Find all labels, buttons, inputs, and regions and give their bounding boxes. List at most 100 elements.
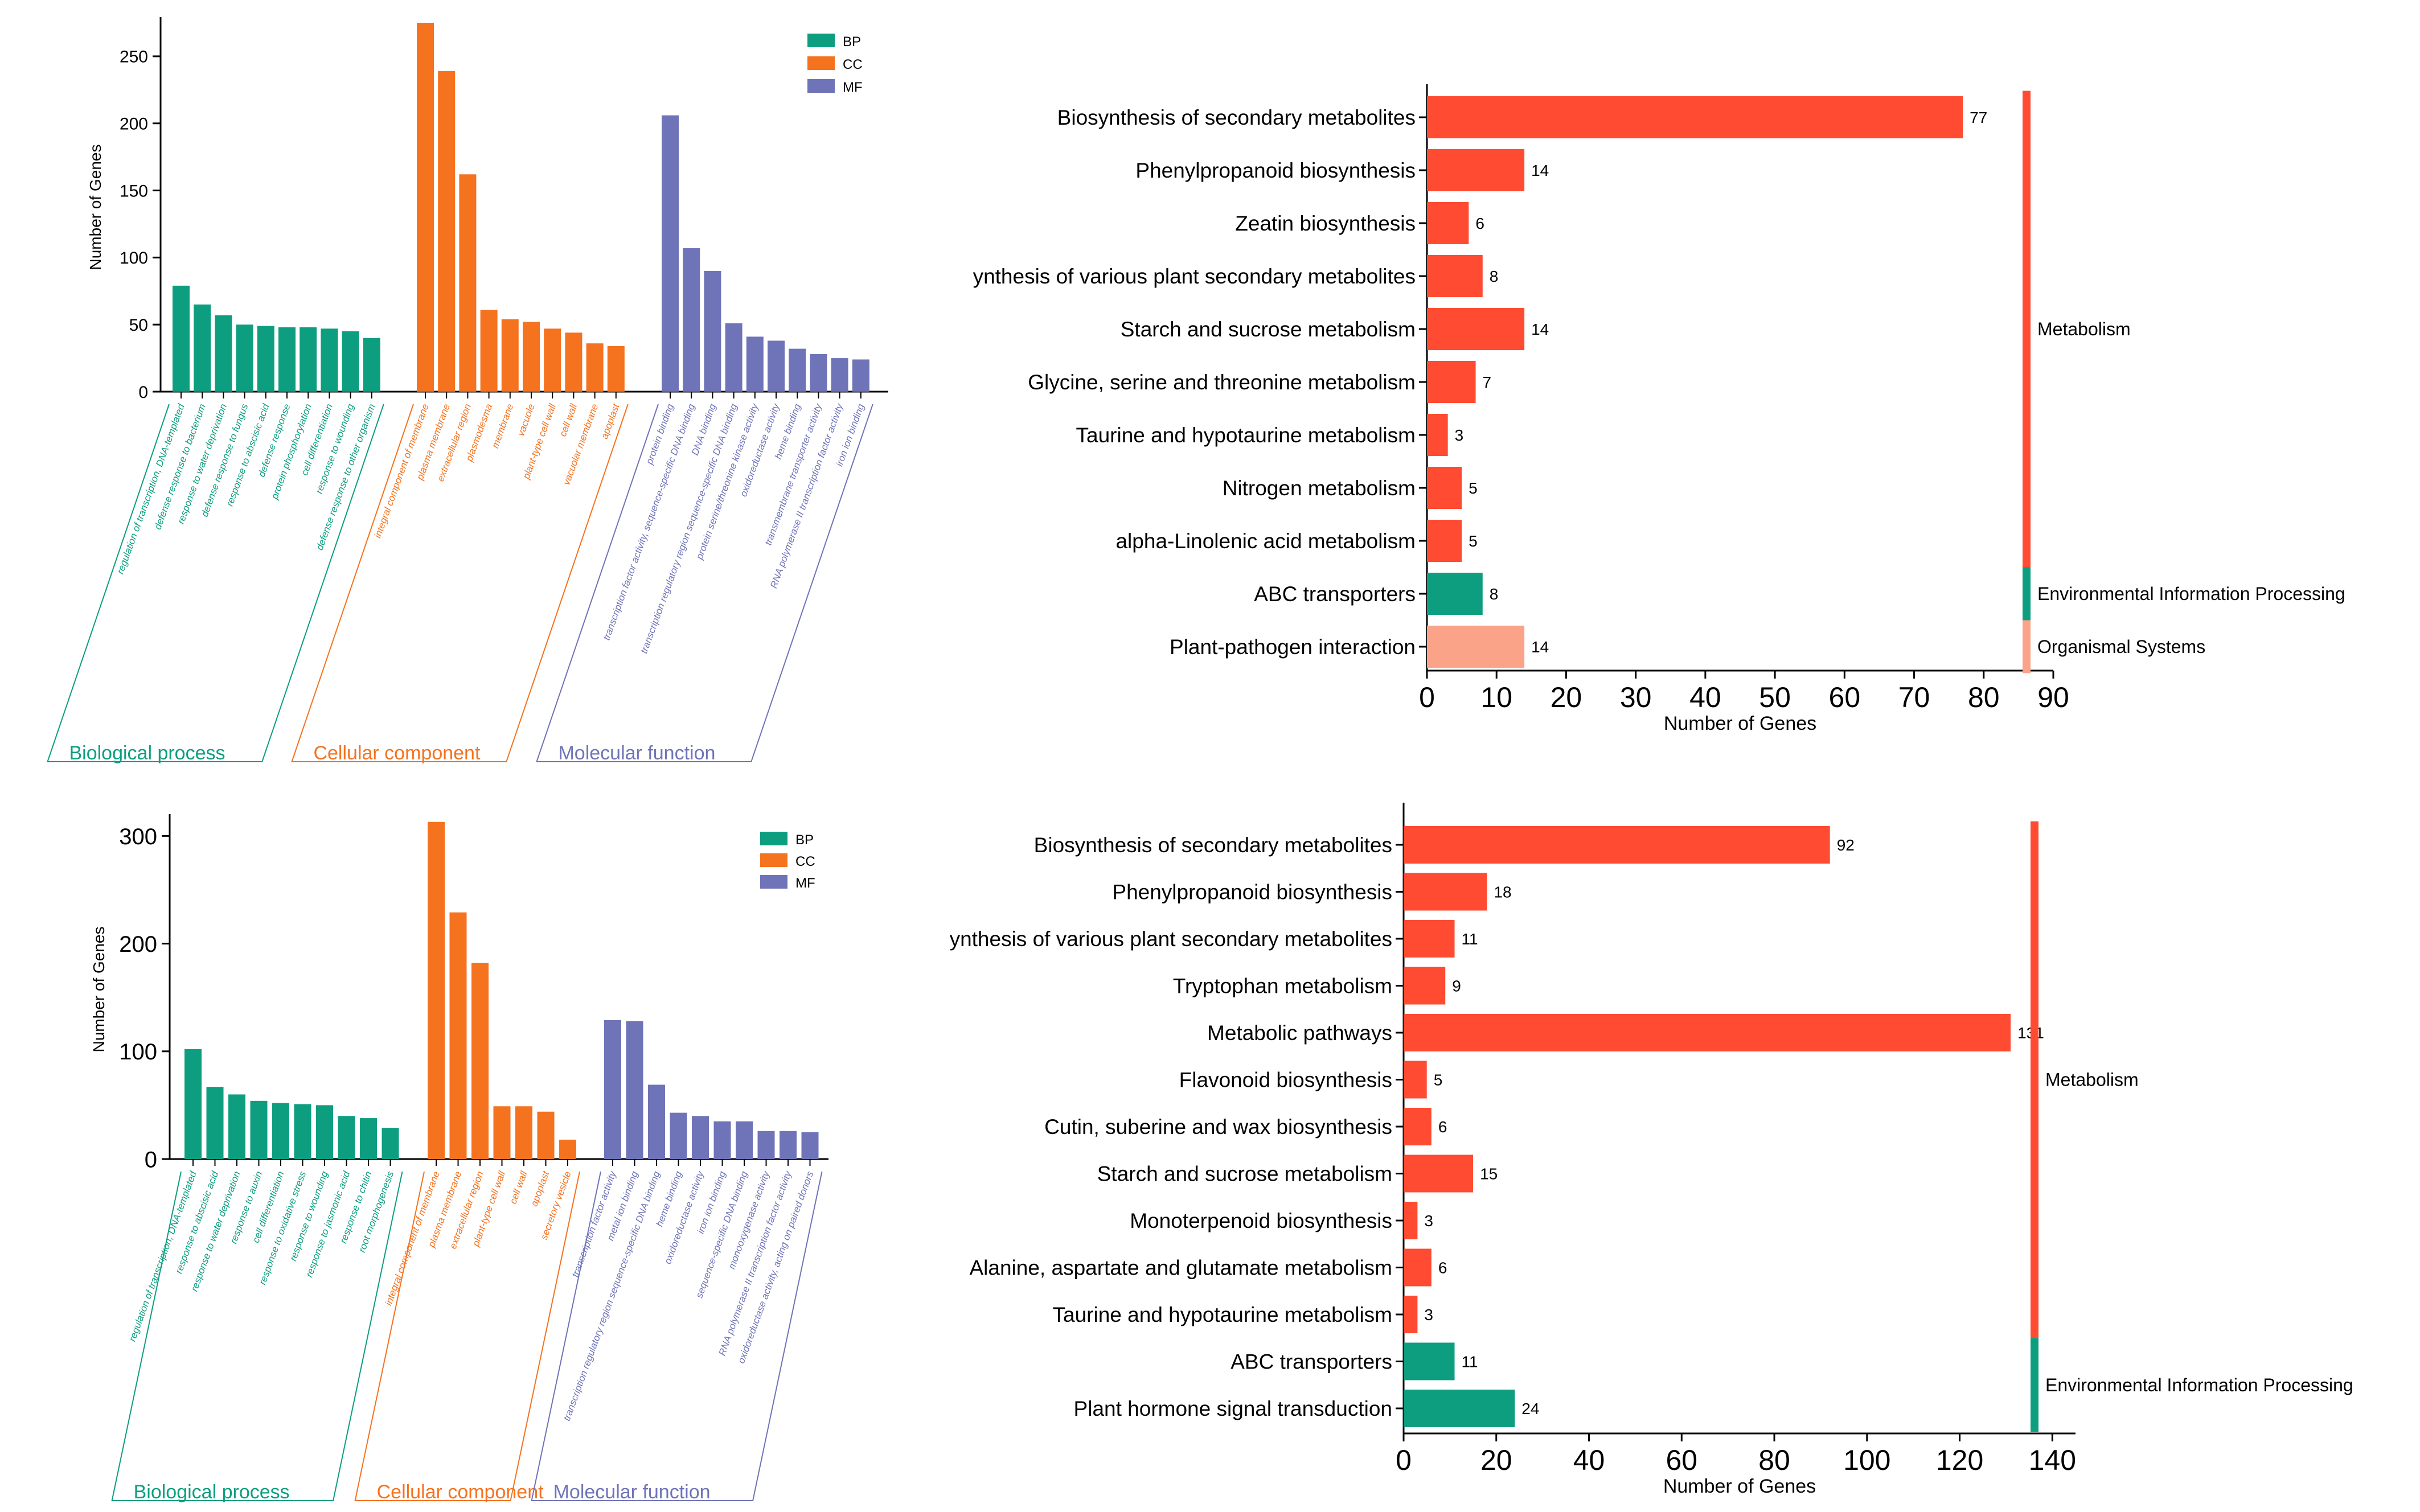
bar-cc-plant-type-cell-wall bbox=[493, 1106, 511, 1159]
y-tick-label: 100 bbox=[120, 249, 148, 268]
category-label: apoplast bbox=[528, 1169, 551, 1208]
bar-cc-secretory-vesicle bbox=[559, 1139, 576, 1159]
category-label: ABC transporters bbox=[1254, 582, 1416, 606]
bar-mf-iron-ion-binding bbox=[852, 359, 869, 392]
group-label-bp: Biological process bbox=[69, 742, 225, 764]
bar-zeatin-biosynthesis bbox=[1427, 202, 1469, 244]
category-label: Phenylpropanoid biosynthesis bbox=[1112, 881, 1392, 904]
bar-bp-root-morphogenesis bbox=[382, 1128, 399, 1159]
group-label-mf: Molecular function bbox=[558, 742, 715, 764]
x-tick-label: 140 bbox=[2029, 1444, 2076, 1476]
bar-cc-membrane bbox=[501, 319, 519, 392]
bar-cc-plasma-membrane bbox=[449, 912, 467, 1159]
bar-cutin-suberine-and-wax-biosynthesis bbox=[1404, 1108, 1432, 1145]
group-bracket-bp bbox=[47, 404, 384, 762]
bar-ynthesis-of-various-plant-secondary-metabolites bbox=[1427, 255, 1483, 297]
bar-cc-vacuolar-membrane bbox=[586, 343, 604, 392]
group-bracket-mf bbox=[531, 1171, 823, 1501]
group-label-bp: Biological process bbox=[134, 1481, 290, 1503]
category-label: transcription factor activity, sequence-… bbox=[601, 402, 698, 642]
bar-cc-extracellular-region bbox=[459, 174, 477, 392]
y-tick-label: 150 bbox=[120, 182, 148, 200]
x-tick-label: 70 bbox=[1898, 681, 1930, 713]
bar-mf-sequence-specific-dna-binding bbox=[736, 1121, 753, 1159]
value-label: 8 bbox=[1490, 268, 1499, 285]
bar-bp-protein-phosphorylation bbox=[300, 327, 317, 392]
class-label-environmental-information-processing: Environmental Information Processing bbox=[2045, 1375, 2353, 1395]
bar-ynthesis-of-various-plant-secondary-metabolites bbox=[1404, 920, 1455, 958]
bar-cc-integral-component-of-membrane bbox=[428, 821, 445, 1159]
bar-mf-heme-binding bbox=[789, 348, 806, 392]
category-label: transcription regulatory region sequence… bbox=[561, 1169, 662, 1422]
value-label: 8 bbox=[1490, 585, 1499, 603]
y-tick-label: 0 bbox=[145, 1147, 157, 1172]
bar-mf-dna-binding bbox=[704, 270, 721, 392]
legend-label-cc: CC bbox=[795, 854, 815, 869]
bar-glycine-serine-and-threonine-metabolism bbox=[1427, 361, 1476, 403]
category-label: Cutin, suberine and wax biosynthesis bbox=[1044, 1115, 1392, 1139]
bar-bp-response-to-abscisic-acid bbox=[206, 1087, 224, 1159]
bar-bp-response-to-chitin bbox=[360, 1118, 377, 1159]
y-axis-title: Number of Genes bbox=[90, 927, 108, 1053]
legend-swatch-bp bbox=[760, 832, 787, 845]
bar-plant-hormone-signal-transduction bbox=[1404, 1390, 1515, 1427]
class-label-metabolism: Metabolism bbox=[2045, 1070, 2139, 1090]
class-bar-metabolism bbox=[2023, 91, 2031, 568]
bar-mf-metal-ion-binding bbox=[626, 1021, 643, 1159]
bar-cc-extracellular-region bbox=[471, 963, 489, 1159]
bar-bp-cell-differentiation bbox=[272, 1103, 289, 1159]
legend-swatch-mf bbox=[807, 79, 835, 93]
bar-bp-response-to-water-deprivation bbox=[228, 1094, 245, 1159]
x-tick-label: 40 bbox=[1573, 1444, 1605, 1476]
bar-tryptophan-metabolism bbox=[1404, 967, 1446, 1005]
category-label: Biosynthesis of secondary metabolites bbox=[1034, 833, 1392, 857]
value-label: 6 bbox=[1438, 1118, 1447, 1136]
value-label: 5 bbox=[1469, 532, 1478, 550]
bar-mf-transcription-regulatory-region-sequence-specific-dna-binding bbox=[648, 1084, 665, 1159]
bar-bp-regulation-of-transcription-dna-templated bbox=[184, 1049, 202, 1159]
value-label: 14 bbox=[1531, 162, 1549, 179]
bar-mf-transcription-factor-activity-sequence-specific-dna-binding bbox=[683, 248, 700, 392]
bar-phenylpropanoid-biosynthesis bbox=[1404, 873, 1487, 911]
bar-plant-pathogen-interaction bbox=[1427, 626, 1525, 668]
class-label-environmental-information-processing: Environmental Information Processing bbox=[2037, 584, 2345, 604]
category-label: ynthesis of various plant secondary meta… bbox=[973, 265, 1416, 288]
category-label: Plant hormone signal transduction bbox=[1074, 1397, 1392, 1420]
category-label: Biosynthesis of secondary metabolites bbox=[1057, 106, 1416, 129]
category-label: Taurine and hypotaurine metabolism bbox=[1076, 424, 1416, 447]
bar-bp-response-to-auxin bbox=[250, 1100, 268, 1159]
group-bracket-mf bbox=[536, 404, 873, 762]
category-label: Monoterpenoid biosynthesis bbox=[1130, 1209, 1392, 1232]
bar-abc-transporters bbox=[1404, 1342, 1455, 1380]
legend-label-bp: BP bbox=[843, 34, 861, 50]
bar-mf-transcription-regulatory-region-sequence-specific-dna-binding bbox=[725, 323, 743, 392]
bar-mf-oxidoreductase-activity bbox=[692, 1116, 709, 1159]
legend-swatch-mf bbox=[760, 875, 787, 889]
bar-bp-response-to-wounding bbox=[342, 331, 359, 392]
value-label: 7 bbox=[1483, 373, 1492, 391]
bar-mf-rna-polymerase-ii-transcription-factor-activity bbox=[831, 358, 848, 392]
bar-mf-protein-binding bbox=[662, 115, 679, 392]
legend-label-cc: CC bbox=[843, 57, 863, 72]
bar-cc-apoplast bbox=[537, 1111, 555, 1159]
bar-cc-vacuole bbox=[523, 322, 540, 392]
category-label: Zeatin biosynthesis bbox=[1235, 212, 1416, 235]
bar-mf-transmembrane-transporter-activity bbox=[810, 354, 827, 392]
category-label: Nitrogen metabolism bbox=[1223, 476, 1416, 500]
category-label: Glycine, serine and threonine metabolism bbox=[1028, 371, 1416, 394]
panel-c-kegg-chart: 0 10 20 30 40 50 60 70 80 90 Number of Genes Biosyn… bbox=[973, 84, 2345, 734]
x-tick-label: 40 bbox=[1689, 681, 1721, 713]
x-axis-title: Number of Genes bbox=[1663, 1476, 1816, 1497]
group-bracket-bp bbox=[111, 1171, 403, 1501]
x-tick-label: 60 bbox=[1829, 681, 1861, 713]
class-bar-metabolism bbox=[2031, 821, 2038, 1338]
legend-swatch-bp bbox=[807, 34, 835, 47]
x-tick-label: 120 bbox=[1936, 1444, 1983, 1476]
bar-phenylpropanoid-biosynthesis bbox=[1427, 149, 1525, 191]
x-tick-label: 20 bbox=[1551, 681, 1582, 713]
bar-bp-response-to-wounding bbox=[316, 1105, 333, 1159]
x-tick-label: 80 bbox=[1758, 1444, 1790, 1476]
group-bracket-cc bbox=[291, 404, 629, 762]
bar-taurine-and-hypotaurine-metabolism bbox=[1427, 414, 1448, 456]
